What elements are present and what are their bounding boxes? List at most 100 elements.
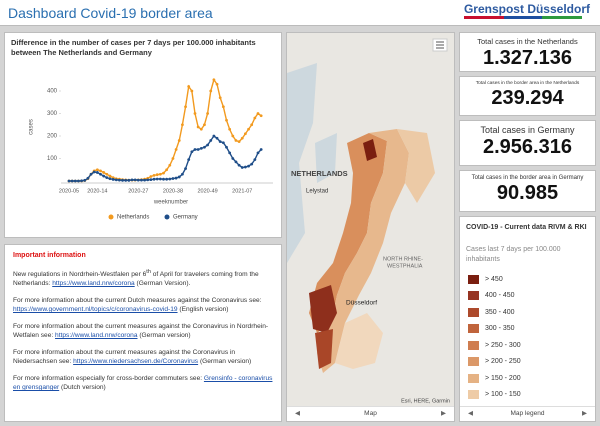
data-point bbox=[83, 178, 87, 182]
data-point bbox=[259, 148, 263, 151]
info-text: For more information about the current m… bbox=[13, 323, 269, 340]
data-point bbox=[177, 175, 181, 179]
x-tick-label: 2020-14 bbox=[87, 188, 107, 194]
y-tick-label: 200 bbox=[47, 134, 58, 140]
data-point bbox=[136, 178, 140, 182]
header: Dashboard Covid-19 border area Grenspost… bbox=[0, 0, 600, 26]
data-point bbox=[234, 139, 238, 142]
legend-item-label: > 250 - 300 bbox=[485, 341, 521, 349]
info-text: For more information about the current m… bbox=[13, 349, 236, 366]
data-point bbox=[203, 145, 206, 149]
prev-arrow[interactable]: ◀ bbox=[295, 410, 300, 417]
data-point bbox=[165, 177, 169, 181]
x-tick-label: 2021-07 bbox=[232, 188, 252, 194]
data-point bbox=[221, 105, 225, 109]
data-point bbox=[80, 179, 83, 183]
info-text: (German Version). bbox=[134, 280, 191, 288]
legend-marker bbox=[108, 214, 114, 220]
data-point bbox=[102, 171, 106, 174]
series-line bbox=[69, 78, 262, 182]
data-point bbox=[127, 178, 131, 182]
x-tick-label: 2020-38 bbox=[163, 188, 183, 194]
data-point bbox=[108, 177, 112, 181]
info-heading: Important information bbox=[13, 252, 86, 259]
info-link[interactable]: https://www.niedersachsen.de/Coronavirus bbox=[73, 358, 199, 366]
data-point bbox=[171, 177, 175, 180]
chart-panel: Difference in the number of cases per 7 … bbox=[4, 32, 282, 238]
data-point bbox=[95, 171, 99, 174]
data-point bbox=[209, 89, 213, 93]
card-value: 1.327.136 bbox=[483, 47, 572, 69]
data-point bbox=[95, 168, 99, 172]
legend-item-label: > 200 - 250 bbox=[485, 358, 521, 366]
x-axis-label: weeknumber bbox=[153, 200, 188, 206]
data-point bbox=[171, 157, 175, 160]
data-point bbox=[70, 179, 74, 183]
data-point bbox=[187, 158, 191, 162]
data-point bbox=[114, 178, 118, 182]
info-text: (Dutch version) bbox=[59, 384, 106, 392]
data-point bbox=[105, 172, 109, 176]
y-tick-label: 300 bbox=[47, 111, 58, 117]
data-point bbox=[155, 177, 159, 181]
info-paragraph: For more information especially for cros… bbox=[13, 374, 273, 392]
legend-item: > 450 bbox=[466, 271, 589, 288]
card-value: 2.956.316 bbox=[483, 136, 572, 158]
info-link[interactable]: https://www.government.nl/topics/c/coron… bbox=[13, 306, 178, 314]
prev-arrow[interactable]: ◀ bbox=[468, 410, 473, 417]
logo-stripes bbox=[463, 16, 582, 19]
data-point bbox=[187, 85, 191, 88]
data-point bbox=[225, 145, 228, 149]
dashboard-title: Dashboard Covid-19 border area bbox=[8, 5, 213, 21]
next-arrow[interactable]: ▶ bbox=[441, 410, 446, 417]
x-tick-label: 2020-49 bbox=[198, 188, 218, 194]
data-point bbox=[199, 127, 203, 131]
data-point bbox=[231, 157, 235, 160]
legend-item: > 100 - 150 bbox=[466, 387, 589, 404]
data-point bbox=[221, 141, 225, 145]
info-link[interactable]: Grensinfo - coronavirus en grensganger bbox=[13, 375, 273, 392]
data-point bbox=[155, 173, 159, 177]
card-value: 239.294 bbox=[491, 87, 564, 109]
data-point bbox=[256, 151, 260, 155]
data-point bbox=[158, 177, 162, 181]
info-link[interactable]: https://www.land.nrw/corona bbox=[52, 280, 135, 288]
data-point bbox=[253, 116, 257, 120]
data-point bbox=[152, 173, 156, 177]
data-point bbox=[77, 179, 80, 183]
chart-title: Difference in the number of cases per 7 … bbox=[11, 38, 256, 57]
map-footer: ◀ Map ▶ bbox=[287, 406, 454, 421]
legend-swatch bbox=[468, 373, 479, 383]
data-point bbox=[121, 178, 124, 182]
info-text: (German version) bbox=[137, 332, 191, 340]
legend-swatch bbox=[468, 357, 479, 367]
map-legend: COVID-19 - Current data RIVM & RKI Cases… bbox=[460, 217, 595, 409]
data-point bbox=[105, 176, 109, 180]
data-point bbox=[108, 174, 112, 178]
data-point bbox=[181, 123, 184, 127]
data-point bbox=[250, 162, 254, 166]
legend-item: 400 - 450 bbox=[466, 288, 589, 305]
data-point bbox=[228, 151, 232, 155]
chart: 100 200 300 400 cases 2020-05 2020-14 2020-27 20… bbox=[29, 78, 273, 221]
data-point bbox=[256, 112, 260, 115]
legend-item: > 150 - 200 bbox=[466, 370, 589, 387]
data-point bbox=[168, 177, 172, 181]
data-point bbox=[158, 172, 162, 176]
legend-label: Germany bbox=[173, 215, 198, 221]
data-point bbox=[218, 140, 222, 144]
stat-card: Total cases in Germany 2.956.316 bbox=[459, 120, 596, 166]
data-point bbox=[193, 112, 197, 115]
info-text: New regulations in Nordrhein-Westfalen p… bbox=[13, 271, 147, 279]
data-point bbox=[212, 78, 216, 82]
data-point bbox=[99, 169, 102, 173]
map-label: NORTH RHINE- bbox=[383, 256, 423, 262]
stat-card: Total cases in the border area in German… bbox=[459, 170, 596, 212]
y-tick-label: 400 bbox=[47, 89, 58, 95]
next-arrow[interactable]: ▶ bbox=[582, 410, 587, 417]
legend-item-label: > 150 - 200 bbox=[485, 374, 521, 382]
legend-item: 350 - 400 bbox=[466, 304, 589, 321]
data-point bbox=[228, 127, 232, 131]
info-link[interactable]: https://www.land.nrw/corona bbox=[55, 332, 138, 340]
data-point bbox=[162, 177, 165, 181]
